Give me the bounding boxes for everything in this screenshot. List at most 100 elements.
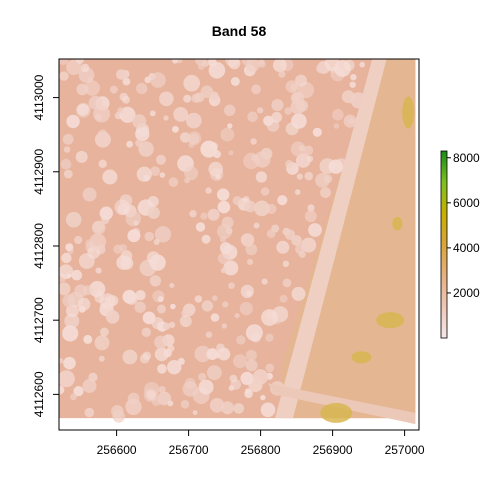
canopy-patch: [168, 177, 179, 187]
canopy-patch: [84, 407, 95, 418]
canopy-patch: [144, 231, 154, 242]
canopy-patch: [229, 374, 238, 383]
canopy-patch: [243, 152, 260, 170]
canopy-patch: [73, 386, 84, 397]
canopy-patch: [136, 82, 148, 95]
canopy-patch: [227, 123, 233, 129]
canopy-patch: [109, 85, 118, 94]
canopy-patch: [209, 398, 225, 413]
canopy-patch: [304, 171, 314, 181]
canopy-patch: [260, 187, 270, 196]
canopy-patch: [149, 254, 166, 271]
canopy-patch: [141, 327, 151, 337]
x-tick-label: 257000: [385, 443, 425, 457]
canopy-patch: [144, 76, 151, 84]
canopy-patch: [117, 107, 124, 114]
canopy-patch: [290, 141, 306, 157]
canopy-patch: [134, 301, 146, 313]
canopy-patch: [61, 252, 72, 264]
canopy-patch: [217, 347, 231, 361]
canopy-patch: [194, 92, 205, 103]
canopy-patch: [279, 294, 288, 303]
x-tick-label: 256900: [313, 443, 353, 457]
canopy-patch: [194, 345, 212, 363]
high-reflectance-patch: [402, 96, 415, 129]
canopy-patch: [62, 294, 76, 308]
canopy-patch: [223, 260, 239, 276]
canopy-patch: [142, 351, 152, 361]
canopy-patch: [195, 222, 206, 232]
canopy-patch: [284, 107, 293, 115]
canopy-patch: [215, 174, 221, 180]
canopy-patch: [210, 91, 219, 100]
canopy-patch: [219, 242, 232, 255]
canopy-patch: [60, 158, 72, 170]
canopy-patch: [207, 365, 222, 381]
canopy-patch: [260, 402, 276, 418]
canopy-patch: [59, 385, 65, 395]
canopy-patch: [185, 112, 202, 129]
canopy-patch: [70, 393, 77, 401]
canopy-patch: [296, 173, 303, 180]
canopy-patch: [213, 150, 221, 159]
canopy-patch: [198, 372, 207, 382]
canopy-patch: [252, 369, 269, 385]
canopy-patch: [210, 313, 220, 322]
canopy-patch: [306, 155, 314, 162]
canopy-patch: [78, 253, 95, 269]
canopy-patch: [170, 303, 176, 310]
canopy-patch: [200, 212, 208, 220]
canopy-patch: [122, 349, 138, 365]
canopy-patch: [125, 292, 138, 305]
canopy-patch: [265, 363, 275, 373]
canopy-patch: [271, 224, 280, 233]
canopy-patch: [167, 360, 182, 375]
canopy-patch: [328, 159, 343, 174]
colorbar-ramp: [440, 150, 448, 339]
high-reflectance-patch: [376, 312, 405, 329]
canopy-patch: [84, 80, 100, 96]
canopy-patch: [183, 74, 200, 92]
y-tick-label: 4112900: [32, 149, 46, 195]
canopy-patch: [261, 309, 278, 326]
canopy-patch: [295, 244, 306, 255]
canopy-patch: [239, 302, 253, 316]
canopy-patch: [246, 290, 252, 297]
canopy-patch: [350, 74, 357, 81]
canopy-patch: [282, 227, 291, 236]
canopy-patch: [159, 91, 174, 107]
canopy-patch: [210, 142, 218, 150]
canopy-patch: [201, 234, 211, 244]
canopy-patch: [127, 229, 141, 243]
canopy-patch: [359, 61, 366, 68]
canopy-patch: [122, 95, 131, 104]
canopy-patch: [189, 210, 197, 218]
canopy-patch: [65, 304, 79, 318]
y-tick-label: 4113000: [32, 74, 46, 120]
canopy-patch: [59, 370, 75, 388]
canopy-patch: [343, 114, 357, 128]
high-reflectance-patch: [351, 351, 372, 364]
canopy-patch: [255, 171, 267, 183]
canopy-patch: [173, 107, 189, 122]
canopy-patch: [205, 187, 212, 194]
canopy-patch: [333, 123, 340, 129]
canopy-patch: [167, 344, 175, 352]
canopy-patch: [150, 166, 160, 176]
canopy-patch: [127, 392, 140, 405]
canopy-patch: [277, 195, 288, 206]
canopy-patch: [201, 300, 214, 312]
high-reflectance-patch: [320, 402, 353, 423]
canopy-patch: [150, 72, 166, 88]
canopy-patch: [153, 239, 160, 245]
canopy-patch: [245, 243, 258, 256]
canopy-patch: [294, 189, 301, 195]
canopy-patch: [65, 243, 74, 252]
canopy-patch: [66, 59, 82, 75]
canopy-patch: [63, 169, 73, 179]
canopy-patch: [112, 410, 125, 423]
canopy-patch: [98, 355, 105, 362]
canopy-patch: [94, 335, 110, 351]
canopy-patch: [223, 104, 236, 117]
canopy-patch: [245, 349, 257, 361]
